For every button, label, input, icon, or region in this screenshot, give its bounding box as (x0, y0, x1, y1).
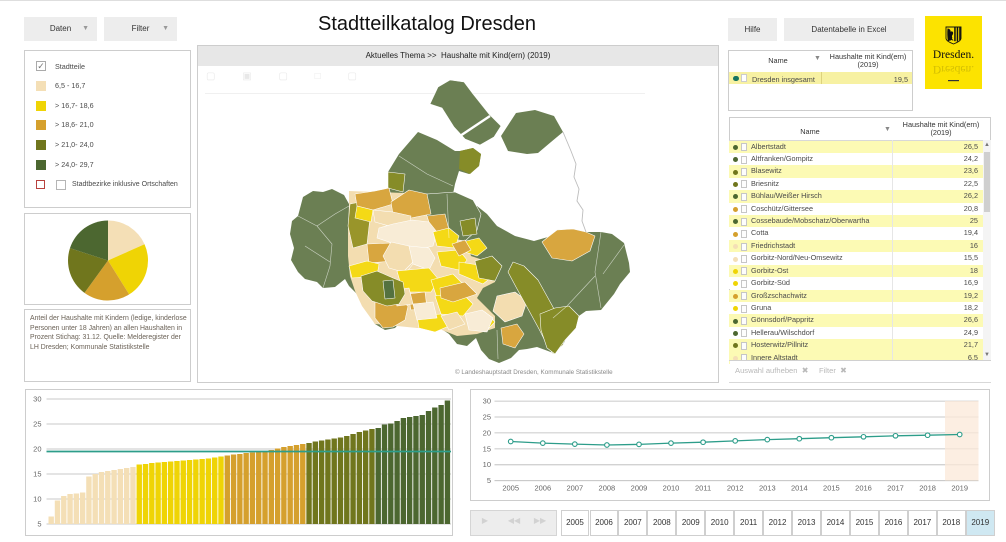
svg-text:2007: 2007 (566, 484, 583, 493)
svg-text:30: 30 (33, 394, 41, 403)
svg-text:25: 25 (483, 412, 491, 421)
svg-text:5: 5 (487, 476, 491, 485)
svg-text:2014: 2014 (791, 484, 808, 493)
svg-text:30: 30 (483, 397, 491, 406)
svg-text:2010: 2010 (663, 484, 680, 493)
svg-text:Dresden.: Dresden. (933, 49, 974, 61)
svg-text:20: 20 (33, 444, 41, 453)
svg-text:2011: 2011 (695, 484, 711, 493)
svg-text:2019: 2019 (951, 484, 968, 493)
svg-text:5: 5 (37, 519, 41, 528)
svg-text:2012: 2012 (727, 484, 744, 493)
svg-text:15: 15 (33, 469, 41, 478)
svg-text:20: 20 (483, 428, 491, 437)
svg-text:2016: 2016 (855, 484, 872, 493)
svg-text:2017: 2017 (887, 484, 904, 493)
svg-text:2005: 2005 (502, 484, 519, 493)
svg-text:2015: 2015 (823, 484, 840, 493)
svg-text:15: 15 (483, 444, 491, 453)
svg-text:2009: 2009 (631, 484, 648, 493)
svg-text:10: 10 (33, 494, 41, 503)
svg-text:2013: 2013 (759, 484, 776, 493)
svg-text:2008: 2008 (599, 484, 616, 493)
svg-text:2018: 2018 (919, 484, 936, 493)
svg-text:Dresden.: Dresden. (933, 63, 974, 75)
svg-text:25: 25 (33, 419, 41, 428)
svg-text:2006: 2006 (534, 484, 551, 493)
svg-text:10: 10 (483, 460, 491, 469)
